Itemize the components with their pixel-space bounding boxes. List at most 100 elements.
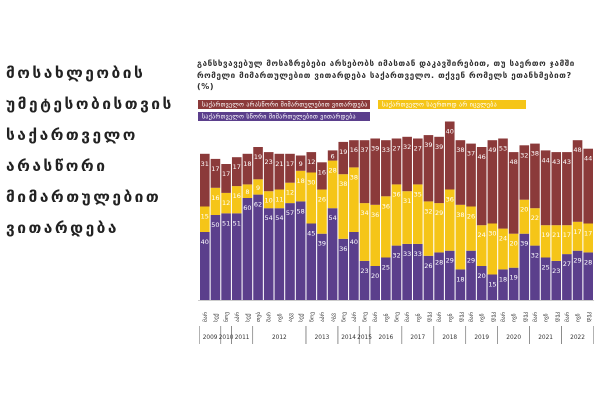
bar-segment (444, 121, 455, 190)
month-tick: ივნ (575, 313, 582, 322)
bar-segment (210, 187, 221, 215)
bar-segment (540, 150, 551, 226)
legend-label: საქართველო სწორი მიმართულებით ვითარდება (202, 114, 356, 121)
bar-segment (274, 208, 285, 300)
legend-swatch (378, 100, 526, 109)
bar-segment (583, 252, 593, 300)
data-label: 21 (552, 231, 560, 239)
month-tick: მარ (372, 311, 379, 322)
bar-segment (338, 238, 349, 300)
bar-segment (221, 213, 231, 300)
data-label: 46 (478, 153, 486, 161)
data-label: 10 (265, 197, 273, 205)
data-label: 39 (520, 240, 528, 248)
data-label: 19 (254, 153, 262, 161)
data-label: 17 (563, 231, 571, 239)
bar-segment (306, 223, 317, 300)
year-label: 2009 (203, 335, 218, 341)
data-label: 38 (350, 173, 358, 181)
bar-segment (274, 153, 285, 190)
data-label: 37 (467, 150, 475, 158)
bar-segment (583, 223, 593, 253)
bar-segment (444, 189, 455, 251)
data-label: 33 (403, 250, 411, 258)
data-label: 30 (307, 179, 315, 187)
month-tick: დეკ (426, 312, 432, 322)
bar-segment (434, 136, 444, 204)
data-label: 38 (456, 146, 464, 154)
data-label: 12 (222, 199, 230, 207)
year-label: 2017 (410, 335, 425, 341)
data-label: 21 (275, 160, 283, 168)
data-label: 12 (307, 158, 315, 166)
bar-segment (466, 250, 476, 300)
data-label: 48 (510, 158, 518, 166)
bar-segment (263, 152, 274, 192)
year-label: 2011 (235, 335, 250, 341)
bar-segment (285, 153, 295, 183)
year-label: 2018 (442, 335, 457, 341)
data-label: 26 (424, 262, 432, 270)
data-label: 34 (360, 209, 368, 217)
bar-segment (200, 232, 210, 300)
data-label: 16 (233, 192, 241, 200)
bar-segment (423, 135, 434, 202)
bar-segment (306, 172, 317, 224)
bar-segment (455, 269, 466, 300)
data-label: 22 (531, 214, 539, 222)
bar-segment (242, 184, 253, 198)
bar-segment (572, 250, 583, 300)
data-label: 8 (245, 188, 249, 196)
bar-segment (402, 243, 412, 300)
data-label: 40 (446, 128, 454, 136)
data-label: 6 (331, 153, 335, 161)
bar-segment (466, 206, 476, 251)
data-label: 31 (403, 197, 411, 205)
bar-segment (562, 254, 572, 300)
bar-segment (253, 147, 263, 180)
bar-segment (221, 192, 231, 214)
data-label: 31 (201, 160, 209, 168)
bar-segment (423, 201, 434, 256)
data-label: 57 (286, 209, 294, 217)
data-label: 29 (446, 257, 454, 265)
data-label: 26 (318, 196, 326, 204)
data-label: 27 (563, 260, 571, 268)
year-label: 2016 (378, 335, 393, 341)
data-label: 33 (414, 250, 422, 258)
bar-segment (434, 203, 444, 253)
data-label: 53 (499, 145, 507, 153)
month-tick: მარ (500, 311, 507, 322)
month-tick: ივნ (415, 313, 422, 322)
data-label: 54 (328, 214, 336, 222)
data-label: 29 (435, 209, 443, 217)
bar-segment (295, 201, 306, 300)
bar-segment (466, 143, 476, 207)
bar-segment (572, 221, 583, 251)
bar-segment (540, 225, 551, 258)
bar-segment (338, 174, 349, 239)
bar-segment (530, 143, 540, 209)
bar-segment (317, 233, 327, 300)
bar-segment (221, 164, 231, 193)
data-label: 20 (510, 240, 518, 248)
bar-segment (253, 194, 263, 300)
data-label: 30 (488, 230, 496, 238)
data-label: 36 (382, 202, 390, 210)
bar-segment (370, 204, 380, 266)
data-label: 51 (233, 219, 241, 227)
year-label: 2012 (272, 335, 287, 341)
data-label: 25 (382, 264, 390, 272)
data-label: 12 (286, 189, 294, 197)
bar-segment (434, 252, 444, 300)
bar-segment (498, 138, 508, 229)
legend-swatch (198, 112, 370, 121)
year-label: 2019 (474, 335, 489, 341)
data-label: 37 (360, 146, 368, 154)
data-label: 60 (243, 204, 251, 212)
month-tick: ნოე (223, 312, 230, 322)
data-label: 36 (339, 245, 347, 253)
data-label: 36 (371, 211, 379, 219)
left-title-line: მიმართულებით (6, 188, 162, 206)
data-label: 40 (350, 238, 358, 246)
